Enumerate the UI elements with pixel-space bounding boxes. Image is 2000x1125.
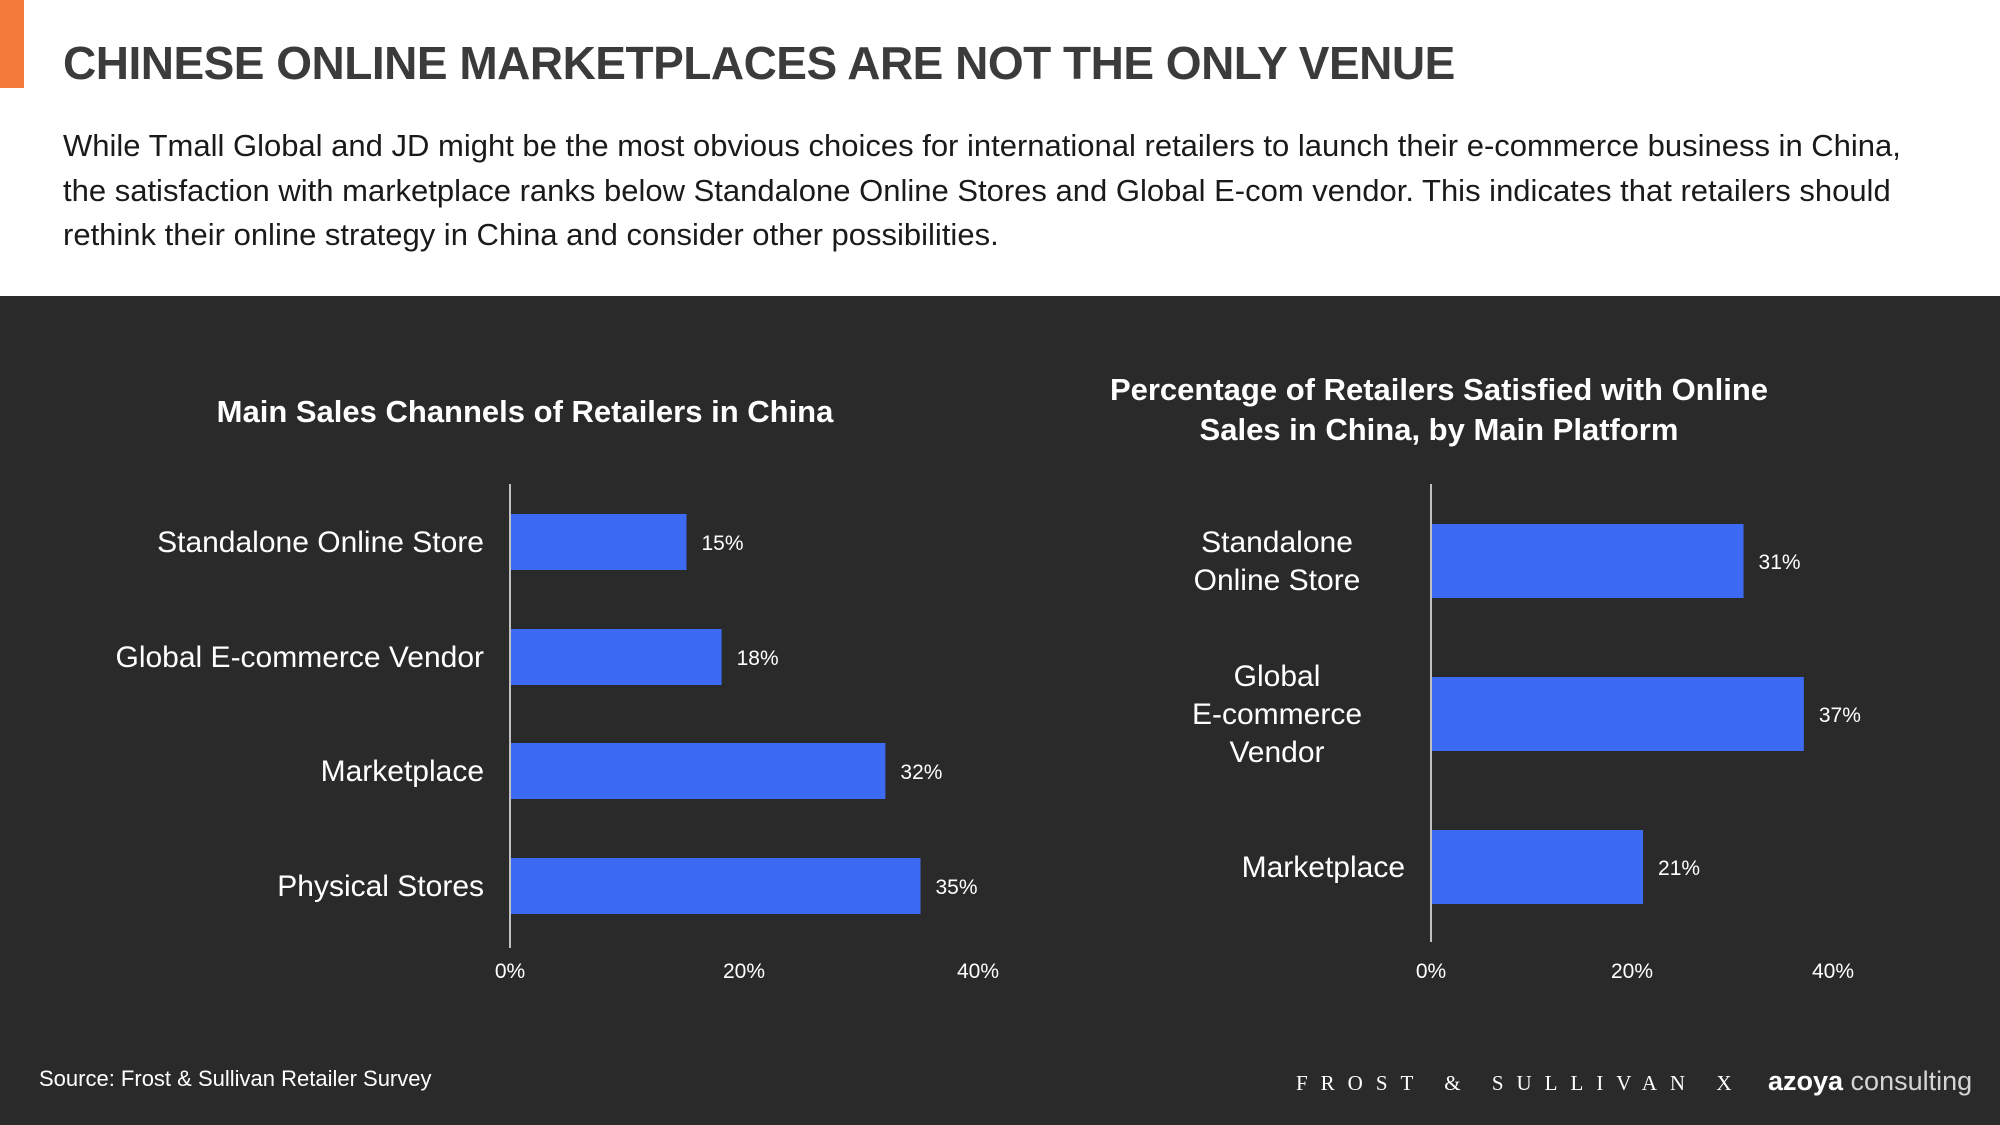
data-label: 18% [737, 647, 779, 670]
azoya-logo: azoya consulting [1768, 1066, 1972, 1097]
accent-bar [0, 0, 24, 88]
x-tick-label: 20% [1611, 960, 1653, 983]
bar-1 [511, 629, 722, 685]
bar-2 [511, 743, 886, 799]
bar-1 [1432, 677, 1804, 751]
chart-title: Percentage of Retailers Satisfied with O… [1110, 372, 1768, 447]
bar-2 [1432, 830, 1644, 904]
data-label: 15% [702, 532, 744, 555]
data-label: 21% [1658, 857, 1700, 880]
data-label: 32% [900, 761, 942, 784]
data-label: 31% [1759, 551, 1801, 574]
bar-0 [511, 514, 687, 570]
category-label: Physical Stores [277, 870, 484, 903]
x-tick-label: 0% [495, 960, 525, 983]
category-label: Global E-commerce Vendor [1192, 660, 1362, 769]
azoya-logo-light: consulting [1843, 1066, 1973, 1096]
page-title: CHINESE ONLINE MARKETPLACES ARE NOT THE … [63, 37, 1455, 89]
category-label: Standalone Online Store [1194, 526, 1361, 597]
data-label: 37% [1819, 704, 1861, 727]
x-tick-label: 0% [1416, 960, 1446, 983]
bar-0 [1432, 524, 1744, 598]
logo-separator: X [1716, 1071, 1745, 1095]
azoya-logo-bold: azoya [1768, 1066, 1844, 1096]
x-tick-label: 20% [723, 960, 765, 983]
category-label: Standalone Online Store [157, 526, 484, 559]
source-note: Source: Frost & Sullivan Retailer Survey [39, 1066, 432, 1091]
chart-title: Main Sales Channels of Retailers in Chin… [217, 394, 834, 429]
x-tick-label: 40% [1812, 960, 1854, 983]
frost-sullivan-logo-text: FROST & SULLIVAN [1296, 1071, 1699, 1095]
category-label: Global E-commerce Vendor [116, 641, 485, 674]
intro-paragraph: While Tmall Global and JD might be the m… [63, 128, 1901, 252]
category-label: Marketplace [1242, 851, 1405, 884]
x-tick-label: 40% [957, 960, 999, 983]
category-label: Marketplace [321, 755, 484, 788]
bar-3 [511, 858, 921, 914]
data-label: 35% [936, 876, 978, 899]
frost-sullivan-logo: FROST & SULLIVAN X [1296, 1071, 1745, 1096]
chart-main-sales-channels: Main Sales Channels of Retailers in Chin… [116, 394, 1000, 983]
chart-satisfaction-by-platform: Percentage of Retailers Satisfied with O… [1110, 372, 1861, 983]
